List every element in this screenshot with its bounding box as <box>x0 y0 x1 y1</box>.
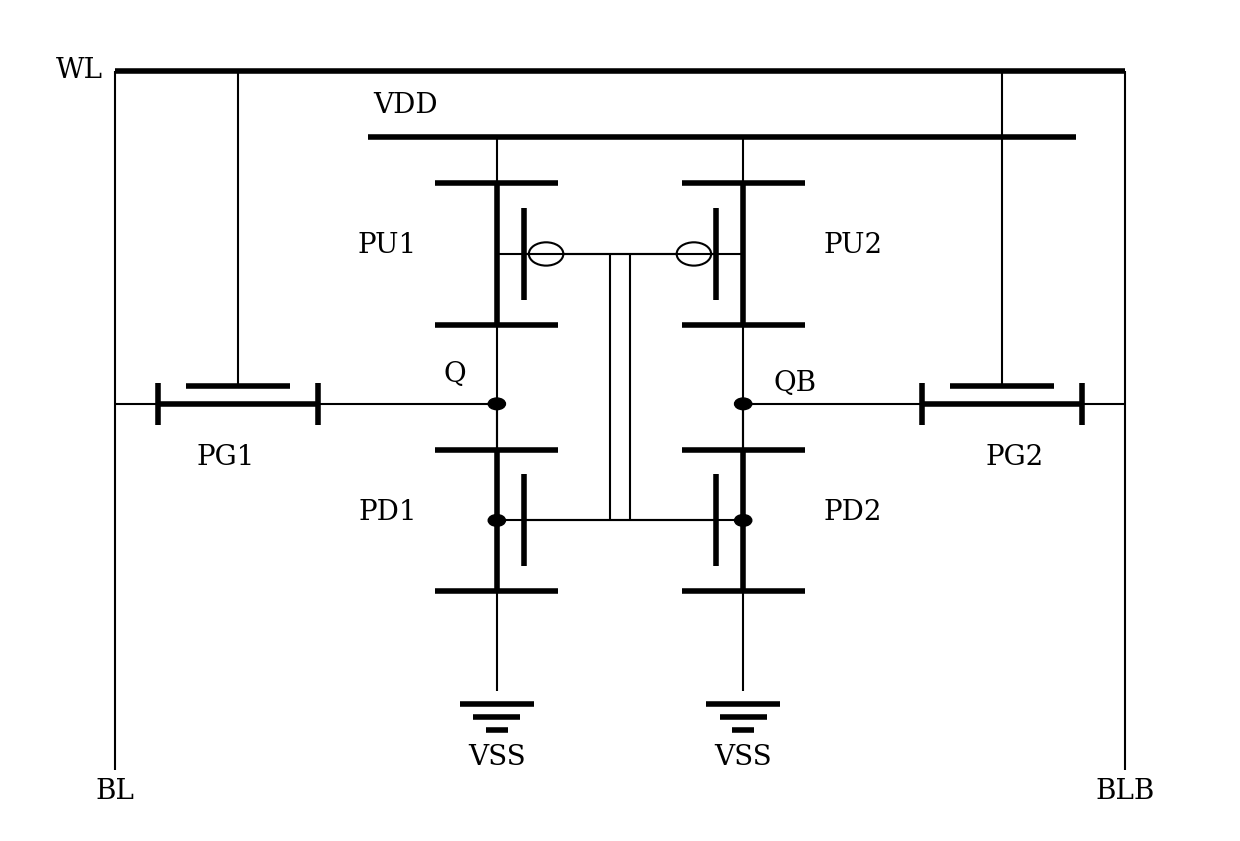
Text: QB: QB <box>774 369 817 396</box>
Text: PG2: PG2 <box>985 445 1043 472</box>
Text: PU1: PU1 <box>357 232 417 259</box>
Circle shape <box>734 515 751 526</box>
Circle shape <box>489 515 506 526</box>
Text: PU2: PU2 <box>823 232 883 259</box>
Text: Q: Q <box>444 361 466 389</box>
Text: PG1: PG1 <box>197 445 255 472</box>
Text: VSS: VSS <box>467 744 526 771</box>
Circle shape <box>489 398 506 410</box>
Text: PD1: PD1 <box>358 499 417 526</box>
Text: VSS: VSS <box>714 744 773 771</box>
Text: VDD: VDD <box>373 92 438 119</box>
Circle shape <box>734 398 751 410</box>
Text: BL: BL <box>95 778 134 805</box>
Text: PD2: PD2 <box>823 499 882 526</box>
Text: BLB: BLB <box>1095 778 1154 805</box>
Text: WL: WL <box>56 57 103 84</box>
